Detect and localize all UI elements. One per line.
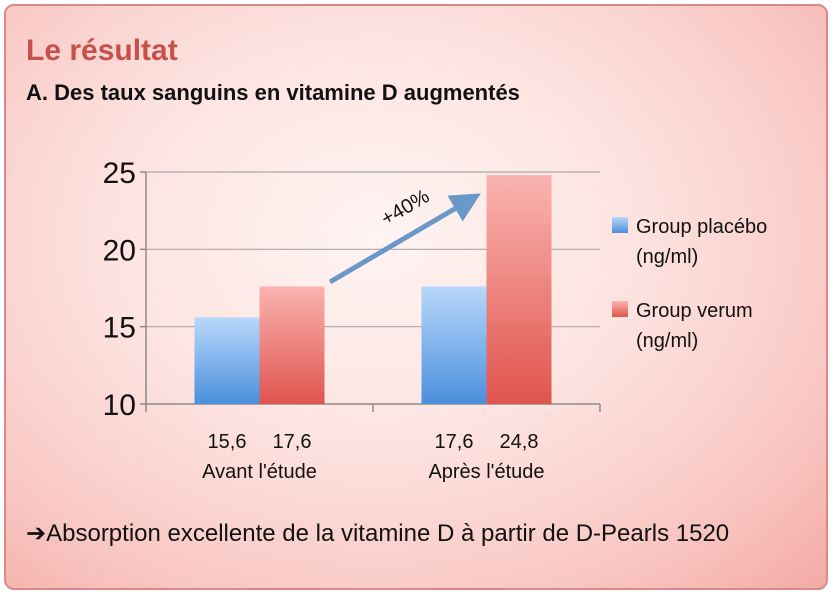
legend-swatch-verum <box>612 301 628 317</box>
bar-placebo <box>194 317 260 404</box>
bar-verum <box>486 175 552 404</box>
bar-verum <box>259 286 325 404</box>
conclusion-body: Absorption excellente de la vitamine D à… <box>46 520 730 547</box>
legend-label-placebo: Group placébo (ng/ml) <box>636 216 768 268</box>
bar-value-label: 24,8 <box>500 431 539 453</box>
trend-arrow <box>328 193 481 285</box>
legend-swatch-placebo <box>612 217 628 233</box>
y-tick-label: 15 <box>103 312 136 345</box>
y-tick-label: 25 <box>103 157 136 190</box>
bar-placebo <box>421 286 487 404</box>
x-category-label: Avant l'étude <box>202 461 317 483</box>
bar-value-label: 15,6 <box>208 431 247 453</box>
conclusion-text: ➔Absorption excellente de la vitamine D … <box>26 516 816 552</box>
legend-item-placebo: Group placébo (ng/ml) <box>612 212 816 272</box>
y-tick-label: 10 <box>103 389 136 422</box>
arrow-right-icon: ➔ <box>26 520 47 547</box>
y-tick-label: 20 <box>103 234 136 267</box>
x-category-label: Après l'étude <box>428 461 544 483</box>
legend-label-verum: Group verum (ng/ml) <box>636 300 753 352</box>
slide: Le résultat A. Des taux sanguins en vita… <box>4 4 828 590</box>
bar-chart: 10 15 20 25 15,6 17,6 Avant l'étude 17,6 24,8 Apr… <box>103 157 601 483</box>
slide-title: Le résultat <box>26 34 178 67</box>
bar-value-label: 17,6 <box>273 431 312 453</box>
slide-subtitle: A. Des taux sanguins en vitamine D augme… <box>26 80 520 105</box>
bar-value-label: 17,6 <box>435 431 474 453</box>
legend-item-verum: Group verum (ng/ml) <box>612 296 816 356</box>
